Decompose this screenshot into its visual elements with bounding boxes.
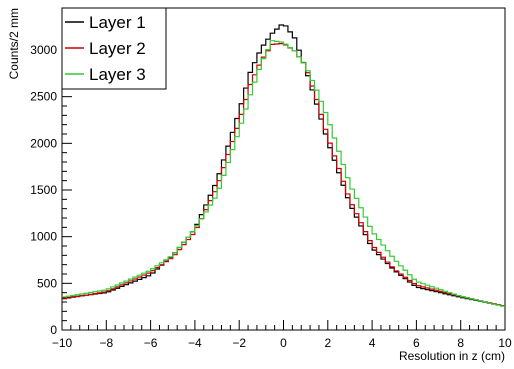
legend-label: Layer 3 <box>89 65 146 84</box>
series-line-3 <box>62 40 505 307</box>
y-tick-label: 2000 <box>30 136 57 150</box>
x-tick-label: −2 <box>232 336 246 350</box>
y-tick-label: 1500 <box>30 183 57 197</box>
x-tick-label: −8 <box>99 336 113 350</box>
y-tick-label: 500 <box>37 276 57 290</box>
series-layer <box>62 24 505 307</box>
y-axis-title: Counts/2 mm <box>7 8 21 79</box>
x-tick-label: 10 <box>498 336 512 350</box>
x-tick-label: −4 <box>188 336 202 350</box>
x-tick-label: 0 <box>280 336 287 350</box>
x-tick-label: 2 <box>324 336 331 350</box>
y-tick-label: 3000 <box>30 43 57 57</box>
x-tick-label: 4 <box>369 336 376 350</box>
series-line-1 <box>62 24 505 307</box>
x-tick-label: 6 <box>413 336 420 350</box>
legend-label: Layer 1 <box>89 13 146 32</box>
y-tick-label: 2500 <box>30 90 57 104</box>
x-axis-title: Resolution in z (cm) <box>399 349 505 363</box>
x-tick-label: 8 <box>457 336 464 350</box>
x-tick-label: −6 <box>144 336 158 350</box>
y-tick-label: 0 <box>50 323 57 337</box>
y-tick-label: 1000 <box>30 230 57 244</box>
x-tick-label: −10 <box>52 336 73 350</box>
legend-label: Layer 2 <box>89 39 146 58</box>
legend: Layer 1 Layer 2 Layer 3 <box>61 7 167 90</box>
